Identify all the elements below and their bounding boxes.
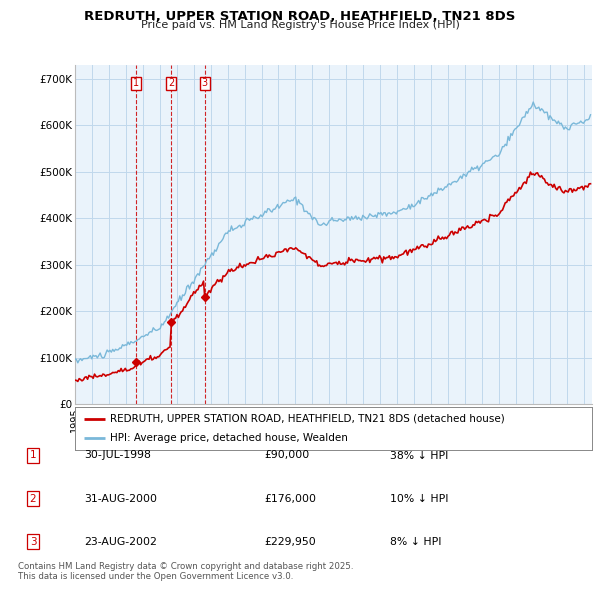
Text: £176,000: £176,000 [264,494,316,503]
Text: Price paid vs. HM Land Registry's House Price Index (HPI): Price paid vs. HM Land Registry's House … [140,20,460,30]
Text: HPI: Average price, detached house, Wealden: HPI: Average price, detached house, Weal… [110,433,348,443]
Text: REDRUTH, UPPER STATION ROAD, HEATHFIELD, TN21 8DS: REDRUTH, UPPER STATION ROAD, HEATHFIELD,… [85,10,515,23]
Text: 1: 1 [133,78,139,88]
Text: 3: 3 [29,537,37,546]
Text: £229,950: £229,950 [264,537,316,546]
Text: REDRUTH, UPPER STATION ROAD, HEATHFIELD, TN21 8DS (detached house): REDRUTH, UPPER STATION ROAD, HEATHFIELD,… [110,414,505,424]
Text: 2: 2 [168,78,174,88]
Text: 38% ↓ HPI: 38% ↓ HPI [390,451,448,460]
Text: 30-JUL-1998: 30-JUL-1998 [84,451,151,460]
Text: 10% ↓ HPI: 10% ↓ HPI [390,494,449,503]
Text: 2: 2 [29,494,37,503]
Text: 31-AUG-2000: 31-AUG-2000 [84,494,157,503]
Text: 8% ↓ HPI: 8% ↓ HPI [390,537,442,546]
Text: £90,000: £90,000 [264,451,309,460]
Text: 23-AUG-2002: 23-AUG-2002 [84,537,157,546]
Text: 3: 3 [202,78,208,88]
Text: 1: 1 [29,451,37,460]
Text: Contains HM Land Registry data © Crown copyright and database right 2025.
This d: Contains HM Land Registry data © Crown c… [18,562,353,581]
